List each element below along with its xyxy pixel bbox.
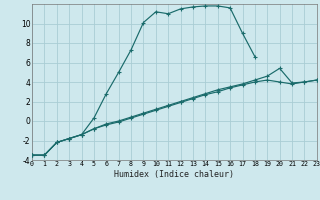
X-axis label: Humidex (Indice chaleur): Humidex (Indice chaleur) (115, 170, 234, 179)
